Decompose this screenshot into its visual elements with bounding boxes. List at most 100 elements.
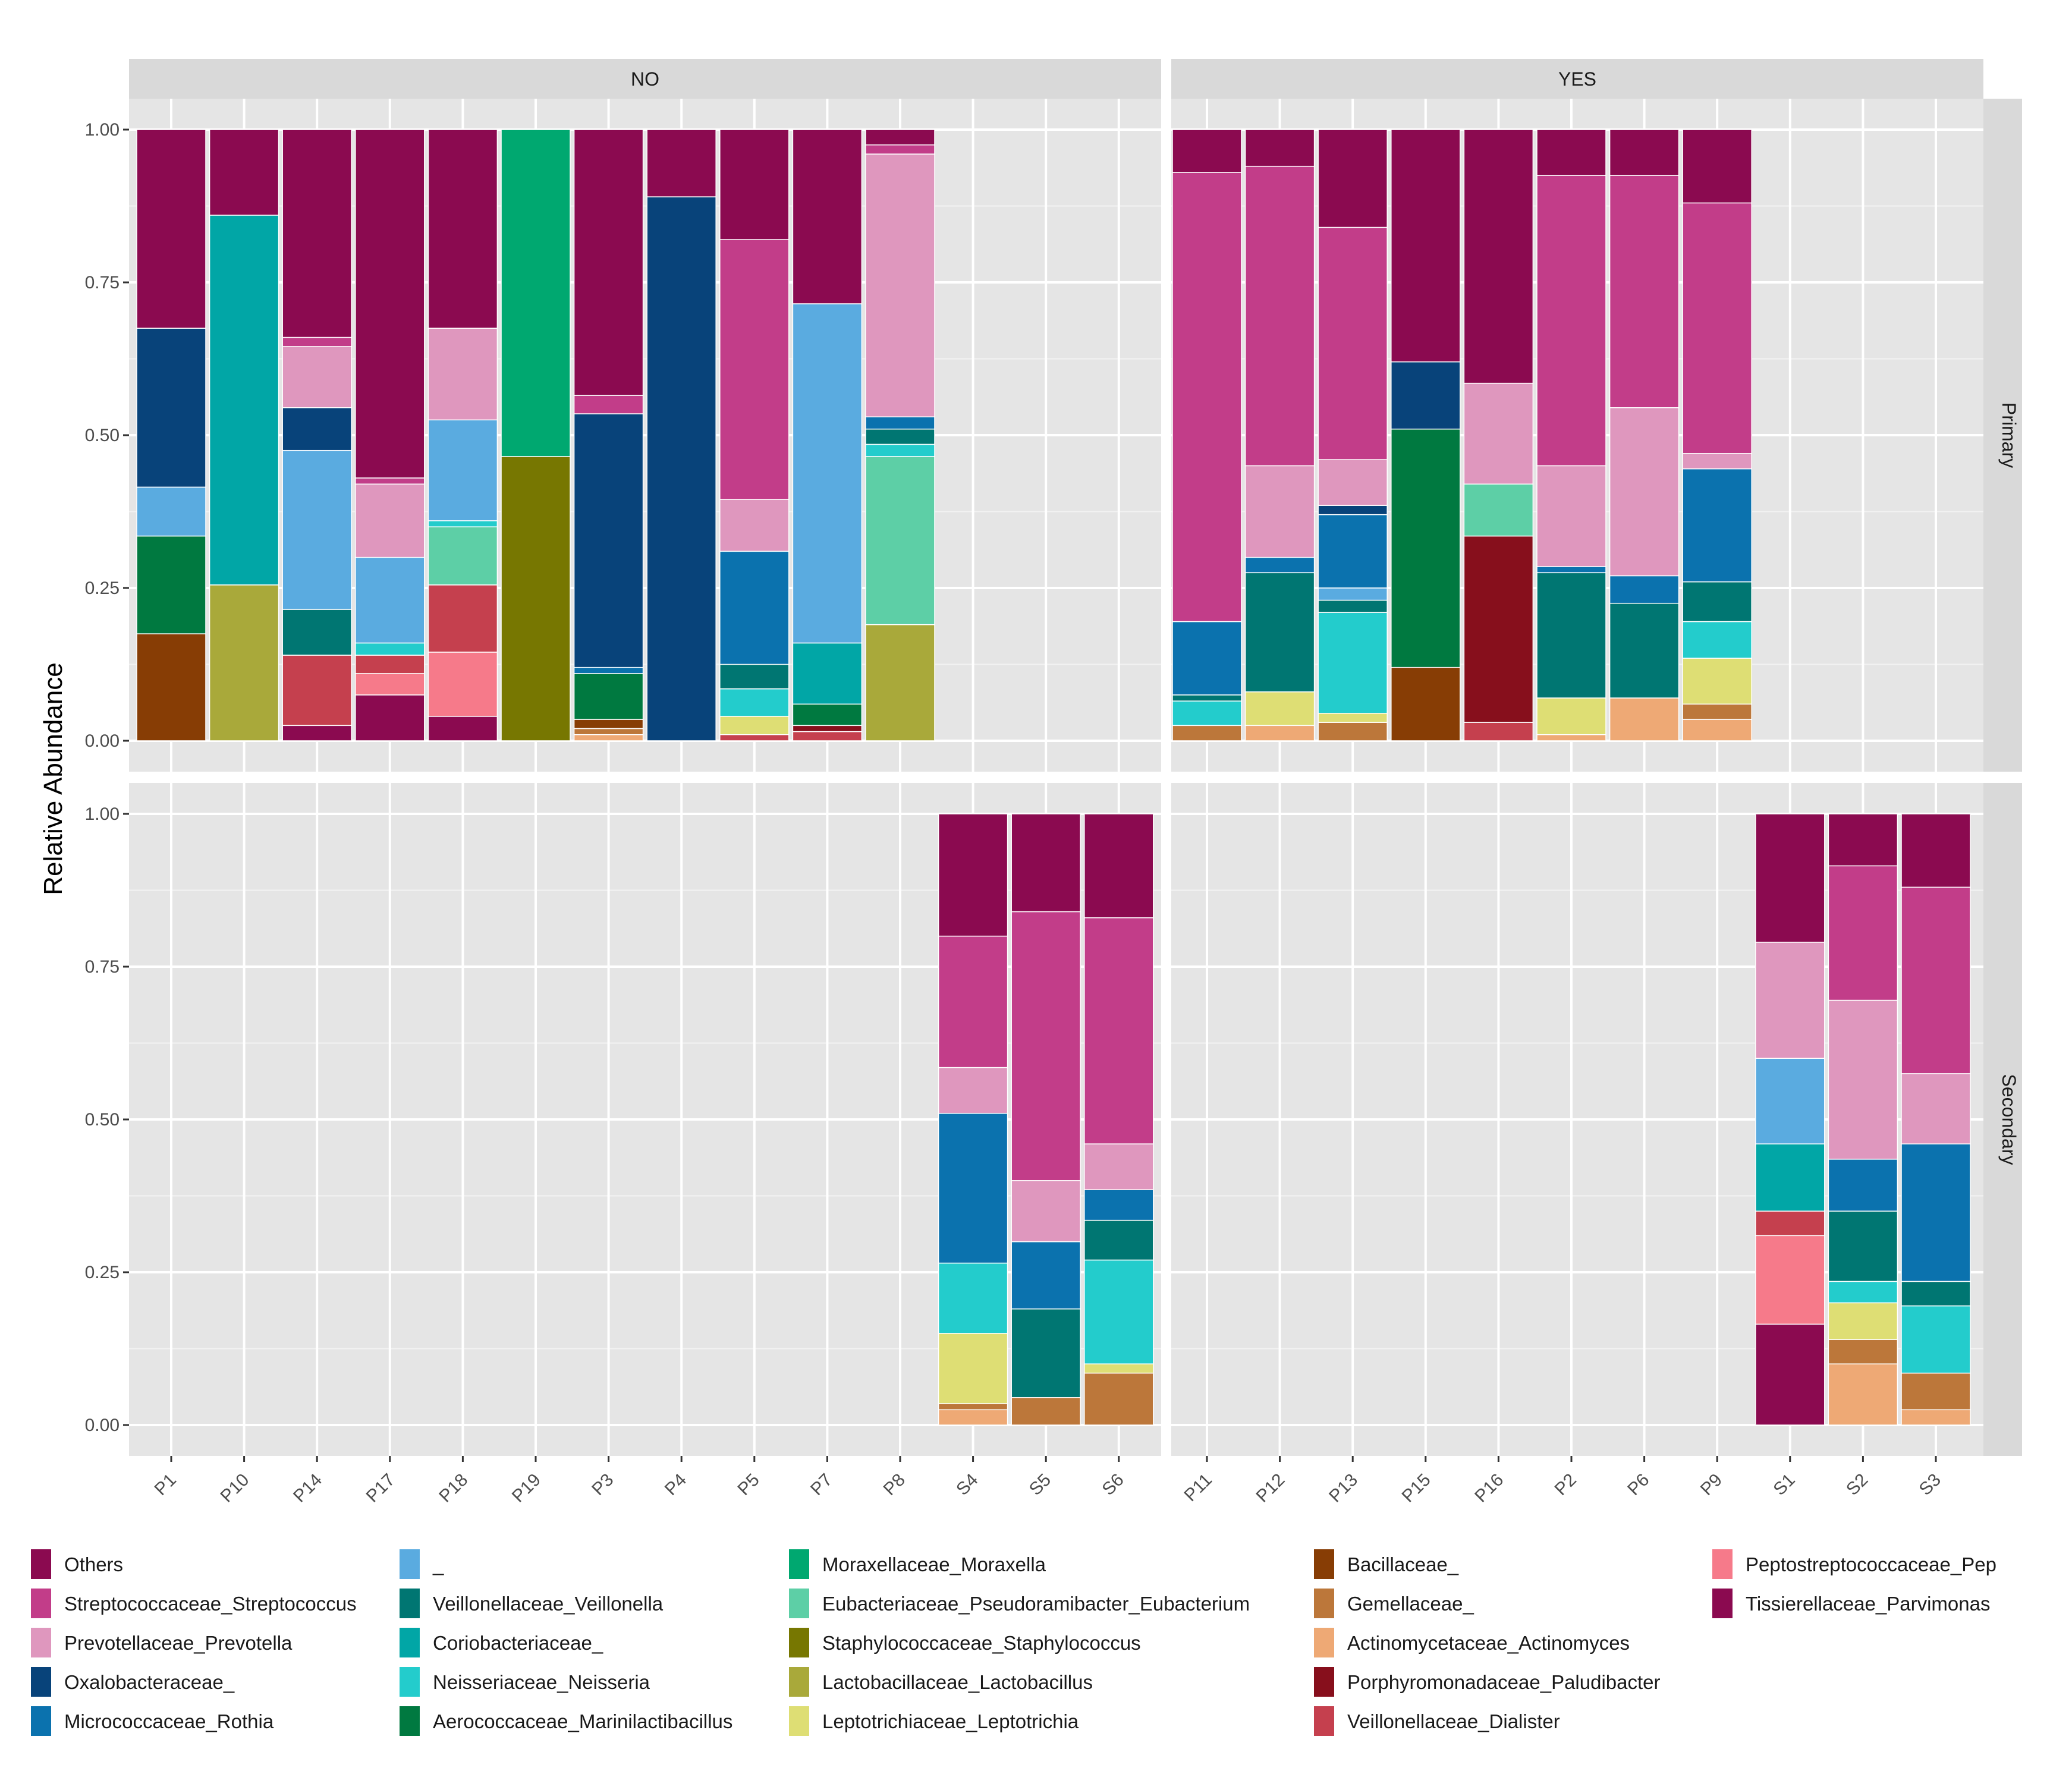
- bar-segment-p10-lactobacillaceae-lactobacillus: [209, 584, 279, 741]
- panel-no-primary: [129, 99, 1161, 772]
- bar-segment-p2-prevotellaceae-prevotella: [1536, 465, 1606, 567]
- bar-segment-s2-actinomycetaceae-actinomyces: [1828, 1363, 1898, 1426]
- bar-segment-s6-leptotrichiaceae-leptotrichia: [1084, 1363, 1154, 1374]
- bar-segment-s1-coriobacteriaceae: [1755, 1143, 1825, 1212]
- bar-segment-p18-prevotellaceae-prevotella: [427, 328, 498, 421]
- bar-segment-p5-prevotellaceae-prevotella: [719, 499, 790, 552]
- bar-segment-p1-unlabeled: [136, 486, 206, 537]
- bar-segment-p2-veillonellaceae-veillonella: [1536, 572, 1606, 699]
- bar-segment-s6-micrococcaceae-rothia: [1084, 1189, 1154, 1221]
- bar-segment-p12-veillonellaceae-veillonella: [1244, 572, 1315, 693]
- bar-segment-p7-others: [792, 129, 863, 304]
- bar-segment-p11-others: [1172, 129, 1242, 173]
- legend-swatch: [789, 1628, 809, 1657]
- bar-segment-p1-others: [136, 129, 206, 329]
- legend-label: Peptostreptococcaceae_Pep: [1746, 1553, 1996, 1575]
- bar-segment-p7-porphyromonadaceae-paludibacter: [792, 725, 863, 732]
- bar-segment-p13-oxalobacteraceae: [1318, 505, 1388, 515]
- bar-segment-p19-staphylococcaceae-staphylococcus: [501, 456, 571, 741]
- y-tick-label-primary-2: 0.50: [85, 426, 120, 445]
- bar-segment-s6-streptococcaceae-streptococcus: [1084, 917, 1154, 1144]
- bar-segment-p3-aerococcaceae-marinilactibacillus: [573, 673, 644, 720]
- bar-segment-p9-micrococcaceae-rothia: [1682, 468, 1752, 583]
- legend-swatch: [31, 1667, 51, 1697]
- bar-segment-p17-peptostreptococcaceae-pep: [355, 673, 425, 696]
- bar-segment-p18-eubacteriaceae-pseudoramibacter-eubacterium: [427, 526, 498, 586]
- legend-item-unlabeled: _: [400, 1549, 444, 1579]
- bar-segment-p17-neisseriaceae-neisseria: [355, 642, 425, 656]
- bar-segment-p8-lactobacillaceae-lactobacillus: [865, 624, 935, 741]
- bar-segment-p2-leptotrichiaceae-leptotrichia: [1536, 697, 1606, 735]
- legend-item-aerococcaceae-marinilactibacillus: Aerococcaceae_Marinilactibacillus: [400, 1706, 732, 1736]
- bar-segment-p14-streptococcaceae-streptococcus: [282, 336, 352, 347]
- facet-strip-primary: [1983, 99, 2022, 772]
- facet-label-no: NO: [631, 68, 659, 90]
- bar-segment-p5-veillonellaceae-veillonella: [719, 663, 790, 690]
- bar-segment-p6-actinomycetaceae-actinomyces: [1609, 697, 1680, 741]
- bar-segment-s3-actinomycetaceae-actinomyces: [1901, 1409, 1971, 1426]
- bar-segment-p18-veillonellaceae-dialister: [427, 584, 498, 653]
- bar-segment-p8-streptococcaceae-streptococcus: [865, 144, 935, 155]
- bar-segment-s4-micrococcaceae-rothia: [938, 1112, 1008, 1264]
- bar-segment-p18-others: [427, 129, 498, 329]
- bar-segment-p14-tissierellaceae-parvimonas: [282, 725, 352, 741]
- bar-segment-p12-others: [1244, 129, 1315, 167]
- bar-segment-p3-bacillaceae: [573, 719, 644, 729]
- bar-p2: [1536, 129, 1606, 741]
- bar-segment-p9-others: [1682, 129, 1752, 204]
- bar-p15: [1391, 129, 1461, 741]
- legend-label: Coriobacteriaceae_: [433, 1632, 603, 1654]
- bar-segment-s1-prevotellaceae-prevotella: [1755, 942, 1825, 1059]
- bar-segment-p9-gemellaceae: [1682, 703, 1752, 720]
- bar-segment-s3-micrococcaceae-rothia: [1901, 1143, 1971, 1282]
- bar-p13: [1318, 129, 1388, 741]
- bar-p17: [355, 129, 425, 741]
- legend-item-veillonellaceae-veillonella: Veillonellaceae_Veillonella: [400, 1589, 664, 1618]
- legend-swatch: [31, 1549, 51, 1579]
- legend-item-oxalobacteraceae: Oxalobacteraceae_: [31, 1667, 235, 1697]
- legend-item-staphylococcaceae-staphylococcus: Staphylococcaceae_Staphylococcus: [789, 1628, 1141, 1657]
- bar-segment-p8-micrococcaceae-rothia: [865, 416, 935, 430]
- bar-segment-s6-veillonellaceae-veillonella: [1084, 1219, 1154, 1261]
- bar-segment-s4-actinomycetaceae-actinomyces: [938, 1409, 1008, 1426]
- bar-segment-s4-streptococcaceae-streptococcus: [938, 935, 1008, 1068]
- bar-segment-p2-others: [1536, 129, 1606, 176]
- bar-segment-s5-streptococcaceae-streptococcus: [1011, 911, 1081, 1181]
- bar-segment-p15-others: [1391, 129, 1461, 363]
- bar-segment-p18-peptostreptococcaceae-pep: [427, 652, 498, 717]
- bar-segment-p15-oxalobacteraceae: [1391, 361, 1461, 430]
- bar-segment-s3-others: [1901, 813, 1971, 888]
- panel-yes-secondary: [1171, 783, 1983, 1456]
- bar-segment-p9-leptotrichiaceae-leptotrichia: [1682, 658, 1752, 705]
- bar-segment-s1-peptostreptococcaceae-pep: [1755, 1235, 1825, 1325]
- bar-segment-p14-veillonellaceae-dialister: [282, 655, 352, 726]
- legend-label: Aerococcaceae_Marinilactibacillus: [433, 1710, 732, 1732]
- bar-segment-p15-bacillaceae: [1391, 666, 1461, 741]
- bar-segment-p16-eubacteriaceae-pseudoramibacter-eubacterium: [1463, 483, 1534, 537]
- bar-segment-p7-veillonellaceae-dialister: [792, 731, 863, 741]
- facet-strip-yes: [1171, 59, 1983, 99]
- legend-swatch: [789, 1589, 809, 1618]
- bar-segment-p18-neisseriaceae-neisseria: [427, 520, 498, 527]
- bar-segment-p13-leptotrichiaceae-leptotrichia: [1318, 712, 1388, 723]
- bar-segment-p10-coriobacteriaceae: [209, 215, 279, 586]
- legend-label: Actinomycetaceae_Actinomyces: [1347, 1632, 1630, 1654]
- bar-segment-s3-neisseriaceae-neisseria: [1901, 1305, 1971, 1374]
- legend-label: Tissierellaceae_Parvimonas: [1746, 1593, 1990, 1615]
- legend-swatch: [1314, 1549, 1334, 1579]
- facet-label-primary: Primary: [1998, 402, 2020, 468]
- bar-segment-p18-unlabeled: [427, 419, 498, 521]
- bar-segment-p12-micrococcaceae-rothia: [1244, 556, 1315, 574]
- bar-segment-s2-gemellaceae: [1828, 1339, 1898, 1364]
- bar-segment-p15-aerococcaceae-marinilactibacillus: [1391, 428, 1461, 668]
- bar-segment-p17-tissierellaceae-parvimonas: [355, 694, 425, 741]
- bar-segment-p11-neisseriaceae-neisseria: [1172, 700, 1242, 726]
- bar-segment-s4-leptotrichiaceae-leptotrichia: [938, 1333, 1008, 1404]
- legend-swatch: [400, 1628, 420, 1657]
- bar-segment-s1-veillonellaceae-dialister: [1755, 1210, 1825, 1237]
- bar-segment-p12-streptococcaceae-streptococcus: [1244, 165, 1315, 467]
- bar-segment-s2-micrococcaceae-rothia: [1828, 1159, 1898, 1212]
- bar-segment-p17-unlabeled: [355, 556, 425, 644]
- legend-swatch: [31, 1628, 51, 1657]
- bar-segment-p17-others: [355, 129, 425, 479]
